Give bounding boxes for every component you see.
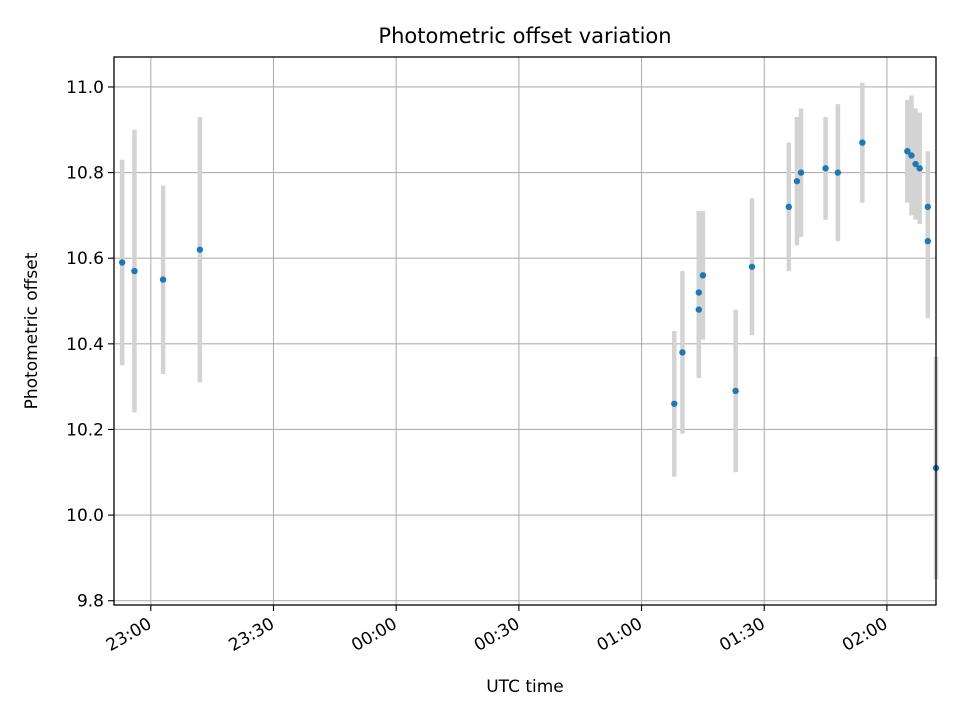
plot-frame bbox=[113, 56, 937, 606]
y-tick-label: 9.8 bbox=[77, 592, 104, 612]
data-point bbox=[859, 139, 866, 146]
x-axis-ticks: 23:00 23:30 00:00 00:30 01:00 01:30 02:00 bbox=[103, 605, 891, 656]
x-axis-title: UTC time bbox=[486, 677, 564, 697]
data-point bbox=[159, 276, 167, 283]
chart-title: Photometric offset variation bbox=[378, 24, 671, 48]
y-tick-label: 10.6 bbox=[66, 249, 104, 269]
x-tick-label: 23:30 bbox=[226, 614, 278, 656]
data-point bbox=[699, 272, 707, 279]
data-point bbox=[924, 237, 932, 245]
y-tick-label: 10.2 bbox=[66, 420, 104, 440]
y-axis-ticks: 9.8 10.0 10.2 10.4 10.6 10.8 11.0 bbox=[66, 78, 114, 612]
data-point bbox=[785, 203, 792, 211]
x-tick-label: 02:00 bbox=[839, 614, 891, 656]
data-point bbox=[748, 263, 756, 270]
data-point bbox=[912, 160, 919, 168]
data-point bbox=[131, 267, 138, 275]
data-point bbox=[904, 147, 911, 155]
data-point bbox=[916, 165, 923, 172]
x-tick-label: 00:00 bbox=[348, 614, 400, 656]
data-point bbox=[679, 349, 686, 356]
data-point bbox=[695, 289, 703, 296]
data-point bbox=[924, 203, 932, 211]
data-point bbox=[695, 306, 703, 313]
y-tick-label: 10.4 bbox=[66, 335, 104, 355]
error-bars bbox=[119, 82, 939, 580]
y-tick-label: 10.0 bbox=[66, 506, 104, 526]
data-point bbox=[834, 169, 842, 176]
grid bbox=[114, 57, 936, 605]
x-tick-label: 01:00 bbox=[594, 614, 646, 656]
x-tick-label: 01:30 bbox=[716, 614, 768, 656]
data-point bbox=[118, 259, 126, 266]
data-point bbox=[797, 169, 805, 176]
x-tick-label: 00:30 bbox=[471, 614, 523, 656]
x-tick-label: 23:00 bbox=[103, 614, 155, 656]
y-tick-label: 11.0 bbox=[66, 78, 104, 98]
data-point bbox=[196, 246, 204, 253]
data-point bbox=[671, 400, 678, 407]
data-point bbox=[793, 177, 801, 185]
data-point bbox=[732, 387, 739, 395]
y-axis-title: Photometric offset bbox=[22, 252, 42, 409]
y-tick-label: 10.8 bbox=[66, 164, 104, 184]
data-points bbox=[118, 139, 940, 472]
data-point bbox=[908, 152, 915, 159]
data-point bbox=[822, 165, 829, 172]
